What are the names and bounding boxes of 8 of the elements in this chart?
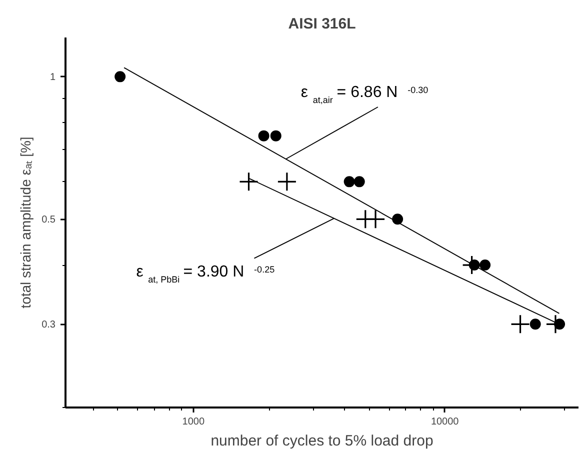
x-axis-title: number of cycles to 5% load drop (210, 432, 434, 450)
y-tick-label: 1 (50, 72, 56, 84)
chart-title: AISI 316L (288, 16, 356, 32)
y-tick-label: 0.3 (42, 320, 56, 331)
y-tick-label: 0.5 (42, 214, 56, 226)
x-tick-label: 10000 (430, 416, 460, 428)
y-axis-title: total strain amplitude εₐₜ [%] (18, 136, 34, 308)
x-tick-label: 1000 (182, 416, 205, 428)
